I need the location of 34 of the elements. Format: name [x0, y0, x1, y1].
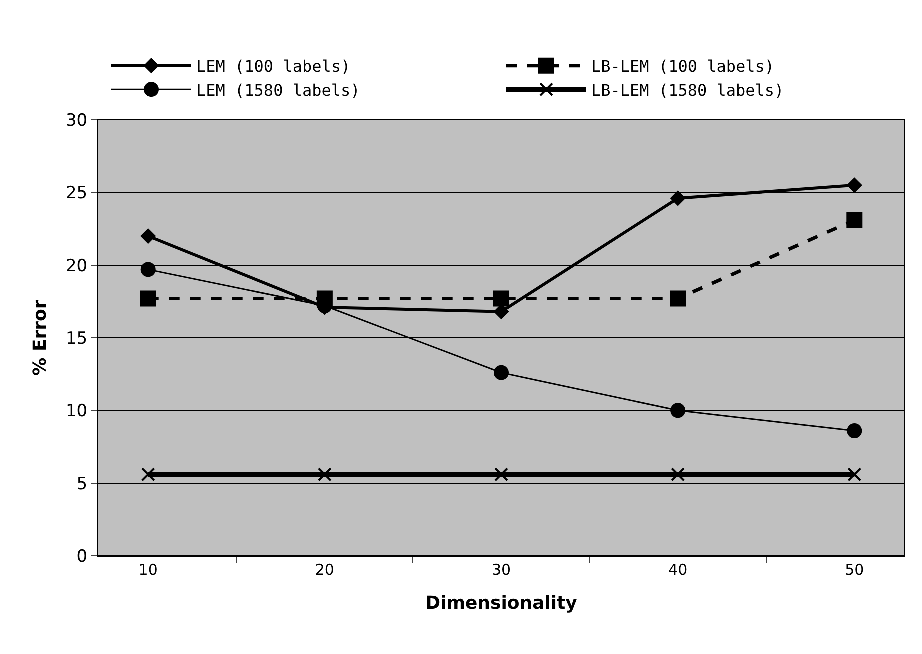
point [140, 290, 156, 307]
legend-label: LB-LEM (100 labels) [592, 57, 775, 76]
y-tick-label: 30 [66, 110, 88, 131]
point [494, 468, 508, 482]
y-tick-label: 15 [66, 328, 88, 349]
legend-label: LB-LEM (1580 labels) [592, 80, 784, 100]
x-tick-label: 20 [315, 561, 334, 579]
point [847, 424, 862, 439]
point [140, 228, 156, 244]
y-tick-label: 20 [66, 256, 88, 276]
y-tick-label: 0 [76, 546, 88, 567]
point [494, 290, 510, 307]
y-tick-label: 10 [66, 402, 88, 422]
point [670, 190, 686, 206]
legend-label: LEM (1580 labels) [196, 80, 360, 100]
point [140, 262, 156, 278]
point [318, 468, 332, 482]
y-tick-label: 25 [66, 184, 88, 204]
point [141, 468, 156, 482]
point [671, 468, 686, 482]
legend-label: LEM (100 labels) [196, 57, 351, 76]
point [670, 403, 686, 418]
y-axis-title: % Error [30, 300, 52, 376]
x-tick-label: 50 [845, 561, 864, 579]
y-tick-label: 5 [76, 474, 88, 494]
x-axis-title: Dimensionality [426, 593, 578, 614]
x-tick-label: 10 [138, 561, 158, 579]
x-tick-label: 30 [492, 561, 512, 579]
point [494, 365, 509, 380]
point [670, 290, 686, 307]
point [846, 212, 863, 228]
point [848, 468, 862, 482]
x-tick-label: 40 [668, 561, 688, 579]
point [846, 178, 862, 194]
